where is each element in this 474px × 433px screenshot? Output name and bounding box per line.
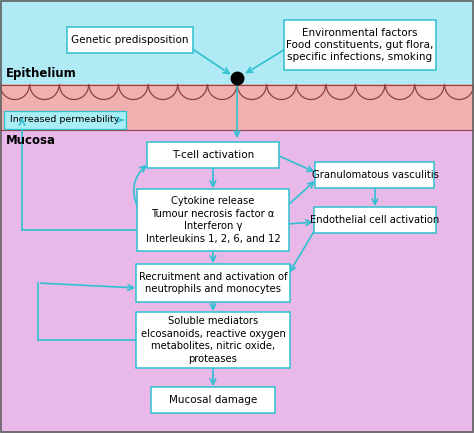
Polygon shape <box>237 85 266 100</box>
Text: Mucosal damage: Mucosal damage <box>169 395 257 405</box>
FancyBboxPatch shape <box>147 142 279 168</box>
Text: Environmental factors
Food constituents, gut flora,
specific infections, smoking: Environmental factors Food constituents,… <box>286 28 434 62</box>
Text: Genetic predisposition: Genetic predisposition <box>71 35 189 45</box>
Text: Cytokine release
Tumour necrosis factor α
Interferon γ
Interleukins 1, 2, 6, and: Cytokine release Tumour necrosis factor … <box>146 197 281 244</box>
Polygon shape <box>208 85 237 100</box>
Polygon shape <box>267 85 296 100</box>
FancyBboxPatch shape <box>4 111 126 129</box>
Polygon shape <box>148 85 177 100</box>
Polygon shape <box>30 85 59 100</box>
Polygon shape <box>119 85 148 100</box>
Bar <box>0 130 474 433</box>
Polygon shape <box>445 85 474 100</box>
Polygon shape <box>385 85 414 100</box>
Polygon shape <box>326 85 355 100</box>
FancyBboxPatch shape <box>136 264 290 302</box>
Bar <box>0 0 474 85</box>
Text: Mucosa: Mucosa <box>6 134 56 147</box>
Polygon shape <box>0 85 29 100</box>
Polygon shape <box>297 85 326 100</box>
FancyBboxPatch shape <box>136 312 290 368</box>
FancyBboxPatch shape <box>151 387 275 413</box>
Text: T-cell activation: T-cell activation <box>172 150 254 160</box>
Polygon shape <box>178 85 207 100</box>
FancyBboxPatch shape <box>137 189 289 251</box>
Bar <box>0 85 474 130</box>
FancyBboxPatch shape <box>67 27 193 53</box>
Text: Increased permeability: Increased permeability <box>10 116 120 125</box>
Polygon shape <box>60 85 89 100</box>
Polygon shape <box>89 85 118 100</box>
Text: Soluble mediators
elcosanoids, reactive oxygen
metabolites, nitric oxide,
protea: Soluble mediators elcosanoids, reactive … <box>141 317 285 364</box>
Text: Granulomatous vasculitis: Granulomatous vasculitis <box>311 170 438 180</box>
Text: Endothelial cell activation: Endothelial cell activation <box>310 215 439 225</box>
Polygon shape <box>356 85 385 100</box>
Text: Recruitment and activation of
neutrophils and monocytes: Recruitment and activation of neutrophil… <box>139 272 287 294</box>
FancyBboxPatch shape <box>316 162 435 188</box>
Text: Epithelium: Epithelium <box>6 67 77 80</box>
FancyBboxPatch shape <box>284 20 436 70</box>
FancyBboxPatch shape <box>314 207 436 233</box>
Polygon shape <box>415 85 444 100</box>
